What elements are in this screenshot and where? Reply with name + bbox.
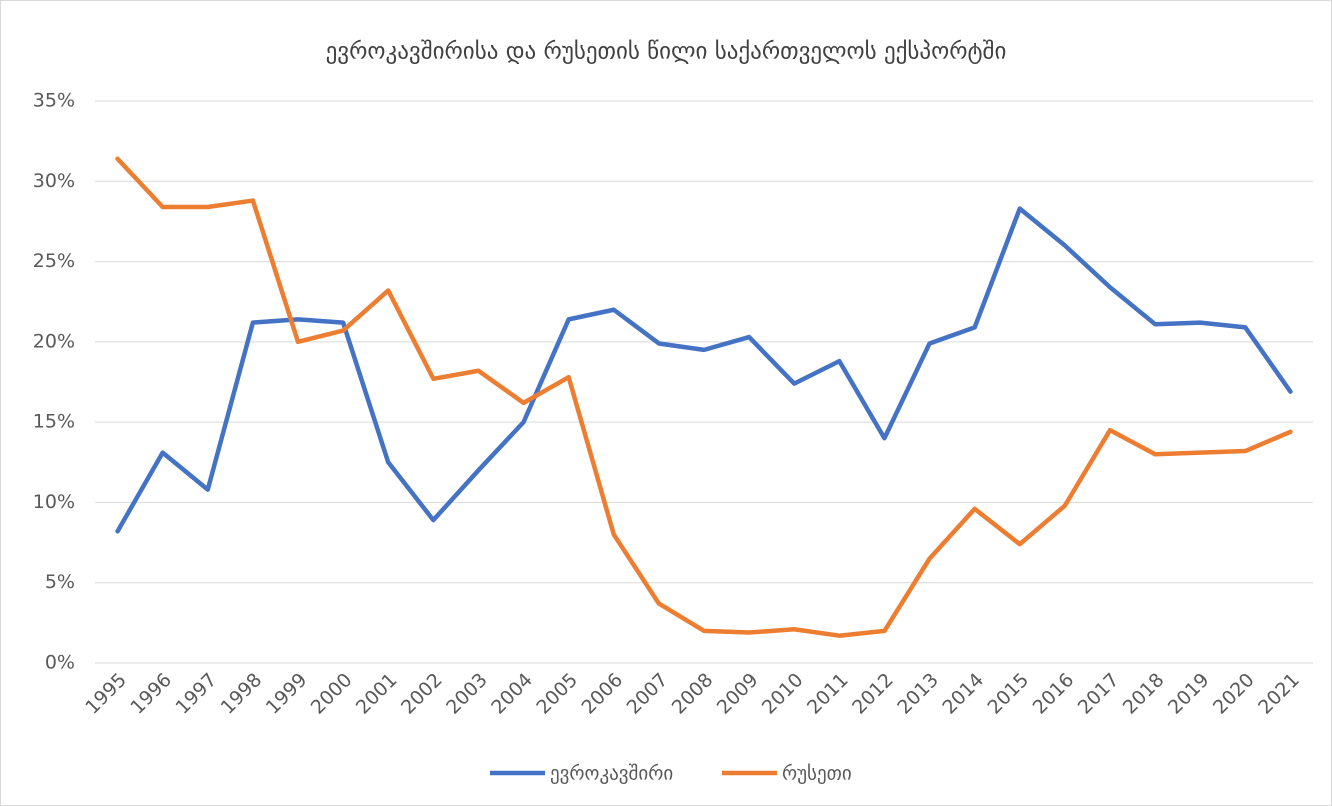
chart-title: ევროკავშირისა და რუსეთის წილი საქართველო… [326,39,1007,65]
y-tick-label: 10% [33,491,75,513]
data-line [115,206,1293,534]
y-tick-label: 15% [33,411,75,433]
legend-label: რუსეთი [782,763,852,785]
y-tick-label: 30% [33,170,75,192]
y-tick-label: 25% [33,250,75,272]
y-tick-label: 35% [33,90,75,112]
legend-label: ევროკავშირი [550,763,673,785]
data-line [115,156,1293,638]
y-tick-label: 0% [45,652,75,674]
y-tick-label: 20% [33,330,75,352]
y-tick-label: 5% [45,571,75,593]
